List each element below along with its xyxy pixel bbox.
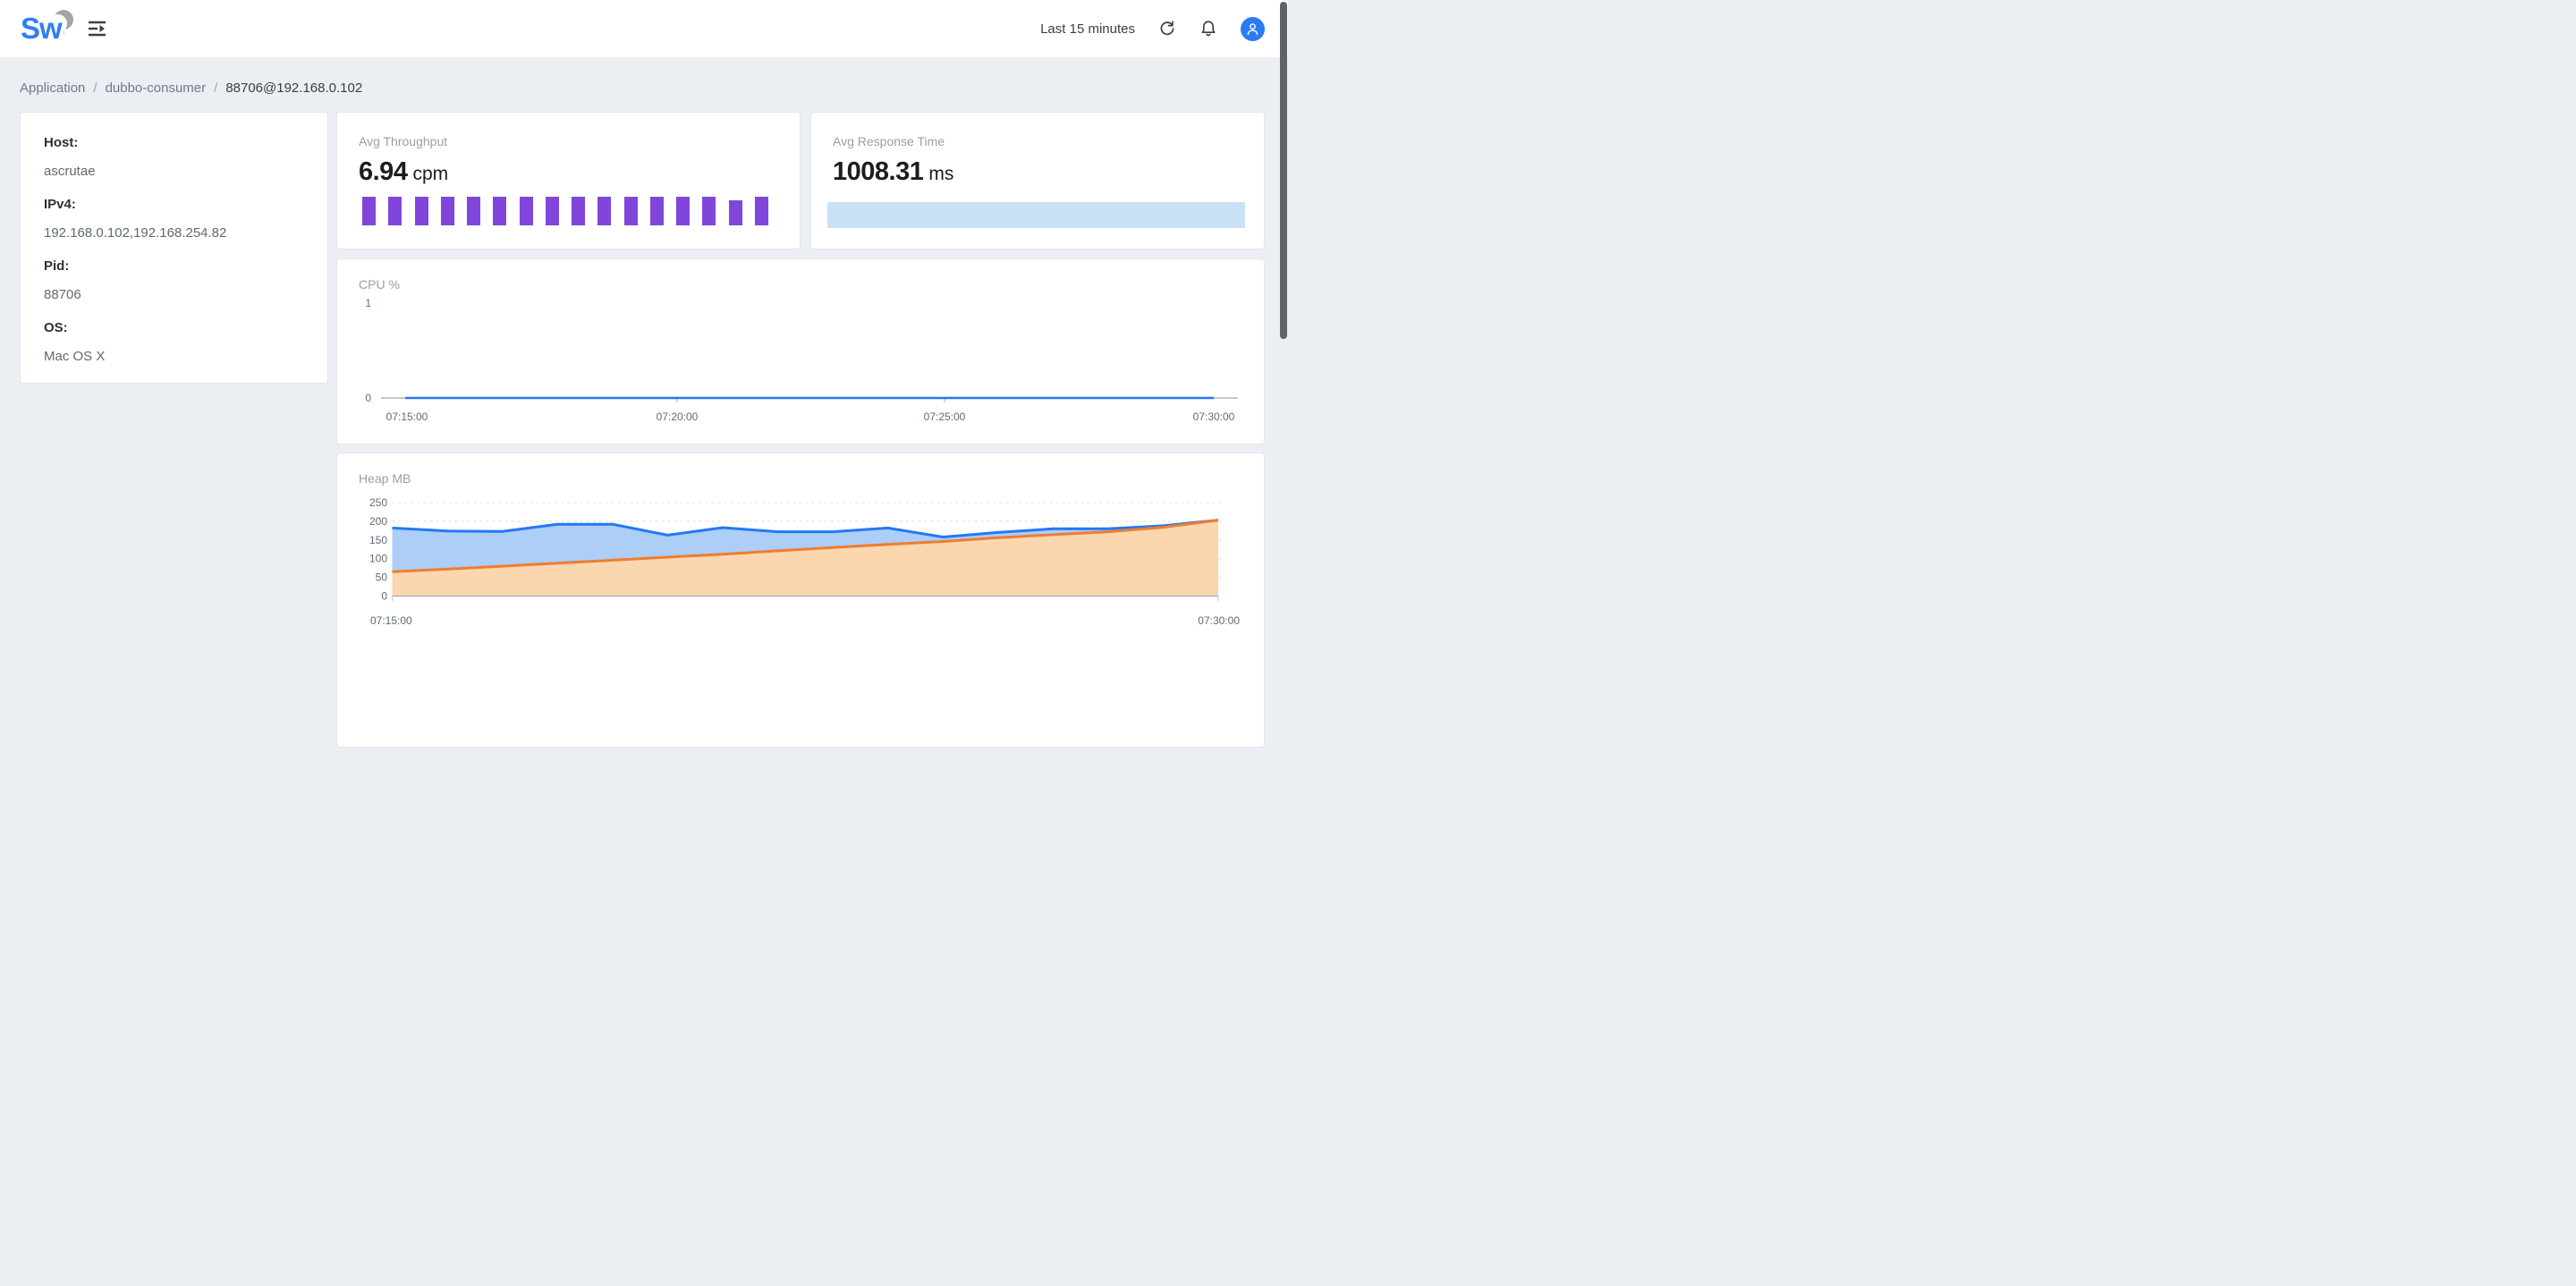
cpu-xtick-label: 07:15:00	[386, 410, 428, 423]
cpu-xtick-label: 07:25:00	[924, 410, 966, 423]
throughput-bar	[597, 197, 612, 225]
throughput-bar	[493, 197, 507, 225]
heap_used-line	[392, 519, 1219, 573]
throughput-bar	[414, 197, 428, 225]
breadcrumb-instance: 88706@192.168.0.102	[225, 80, 363, 96]
instance-info-card: Host: ascrutae IPv4: 192.168.0.102,192.1…	[20, 112, 328, 384]
throughput-bar	[467, 197, 481, 225]
cpu-chart-card: CPU % 1 0 07:15:00 07:20:00 07:25:00 07:30:00	[336, 258, 1265, 444]
logo-swirl-icon	[48, 10, 73, 33]
heap-ytick-label: 0	[381, 590, 387, 603]
breadcrumb: Application / dubbo-consumer / 88706@192…	[20, 80, 362, 96]
host-value: ascrutae	[44, 164, 96, 179]
heap-chart-title: Heap MB	[359, 471, 411, 486]
ipv4-label: IPv4:	[44, 197, 76, 212]
throughput-bar	[545, 197, 559, 225]
avg-throughput-card: Avg Throughput 6.94 cpm	[336, 112, 801, 250]
scrollbar-thumb[interactable]	[1280, 2, 1287, 339]
throughput-bar	[519, 197, 533, 225]
ipv4-value: 192.168.0.102,192.168.254.82	[44, 225, 227, 241]
cpu-xtick-label: 07:30:00	[1193, 410, 1235, 423]
refresh-icon	[1160, 21, 1174, 36]
breadcrumb-service[interactable]: dubbo-consumer	[105, 80, 207, 96]
breadcrumb-separator: /	[93, 80, 97, 96]
throughput-bar	[362, 197, 376, 225]
heap-chart-card: Heap MB 0 50 100 150 200 250 07:15:00 07:30:00	[336, 453, 1265, 748]
logo-text: Sw	[21, 12, 63, 45]
host-label: Host:	[44, 135, 79, 150]
throughput-bar	[702, 197, 716, 225]
cpu-ytick-label: 0	[365, 392, 371, 404]
throughput-bar	[676, 197, 691, 225]
os-value: Mac OS X	[44, 349, 106, 364]
cpu-chart-title: CPU %	[359, 277, 400, 292]
avg-throughput-unit: cpm	[412, 164, 449, 184]
avg-throughput-title: Avg Throughput	[359, 134, 448, 148]
avg-response-time-value-line: 1008.31 ms	[811, 148, 1264, 187]
avg-throughput-value: 6.94	[359, 157, 408, 186]
heap-ytick-label: 200	[369, 515, 387, 528]
time-range-selector[interactable]: Last 15 minutes	[1040, 21, 1135, 37]
heap_committed-line	[392, 519, 1219, 538]
cpu-chart[interactable]: 1 0 07:15:00 07:20:00 07:25:00 07:30:00	[337, 296, 1264, 428]
heap-ytick-label: 100	[369, 553, 387, 565]
heap-ytick-label: 150	[369, 534, 387, 546]
heap-ytick-label: 250	[369, 496, 387, 509]
heap-xtick-label: 07:30:00	[1198, 614, 1240, 627]
avg-response-time-unit: ms	[928, 164, 954, 184]
throughput-bar	[649, 197, 664, 225]
throughput-bar	[728, 199, 742, 225]
heap-ytick-label: 50	[376, 571, 388, 584]
avg-response-time-value: 1008.31	[833, 157, 924, 186]
avg-response-time-title: Avg Response Time	[833, 134, 945, 148]
throughput-bar	[623, 197, 638, 225]
pid-label: Pid:	[44, 258, 70, 274]
pid-value: 88706	[44, 287, 81, 302]
user-icon	[1247, 22, 1258, 35]
cpu-xtick-label: 07:20:00	[657, 410, 699, 423]
heap-chart[interactable]: 0 50 100 150 200 250 07:15:00 07:30:00	[337, 493, 1264, 638]
avg-response-time-card: Avg Response Time 1008.31 ms	[810, 112, 1265, 250]
bell-icon	[1201, 21, 1216, 37]
notifications-button[interactable]	[1199, 20, 1217, 38]
heap_used-area	[392, 520, 1218, 596]
breadcrumb-separator: /	[214, 80, 218, 96]
user-avatar[interactable]	[1241, 16, 1265, 41]
throughput-bar	[388, 197, 402, 225]
throughput-bar	[572, 197, 586, 225]
os-label: OS:	[44, 320, 68, 335]
sidebar-toggle-button[interactable]	[88, 20, 107, 38]
throughput-bar	[440, 197, 454, 225]
skywalking-logo[interactable]: Sw	[21, 9, 73, 48]
avg-throughput-value-line: 6.94 cpm	[337, 148, 800, 187]
throughput-bar	[754, 197, 768, 225]
cpu-ytick-label: 1	[365, 297, 371, 309]
heap-xtick-label: 07:15:00	[370, 614, 412, 627]
top-bar: Sw Last 15 minutes	[0, 0, 1288, 57]
breadcrumb-application[interactable]: Application	[20, 80, 86, 96]
collapse-menu-icon	[89, 21, 106, 37]
refresh-button[interactable]	[1158, 20, 1176, 38]
response-time-bar[interactable]	[827, 202, 1245, 228]
throughput-bar-chart[interactable]	[362, 197, 768, 225]
